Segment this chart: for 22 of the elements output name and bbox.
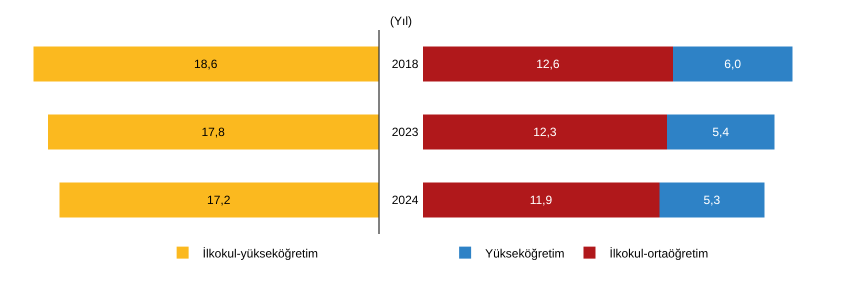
y-tick-label: 2018: [392, 57, 419, 72]
data-label: 5,4: [712, 125, 730, 139]
data-label: 17,2: [207, 193, 231, 207]
y-axis-title: (Yıl): [390, 14, 412, 28]
legend-label: İlkokul-ortaöğretim: [609, 246, 708, 260]
data-label: 17,8: [201, 125, 226, 139]
legend-label: İlkokul-yükseköğretim: [202, 246, 318, 260]
bar: [667, 114, 775, 150]
data-label: 11,9: [530, 193, 552, 207]
legend-label: Yükseköğretim: [485, 246, 564, 260]
data-label: 5,3: [703, 193, 720, 207]
y-tick-label: 2024: [392, 193, 419, 208]
y-tick-label: 2023: [392, 125, 419, 140]
data-label: 18,6: [194, 57, 218, 71]
bar: [673, 46, 792, 82]
data-label: 12,6: [536, 57, 560, 71]
data-label: 6,0: [724, 57, 742, 71]
bar: [422, 46, 674, 82]
bar: [659, 182, 765, 218]
data-label: 12,3: [533, 125, 557, 139]
bar: [422, 114, 668, 150]
bar: [422, 182, 660, 218]
